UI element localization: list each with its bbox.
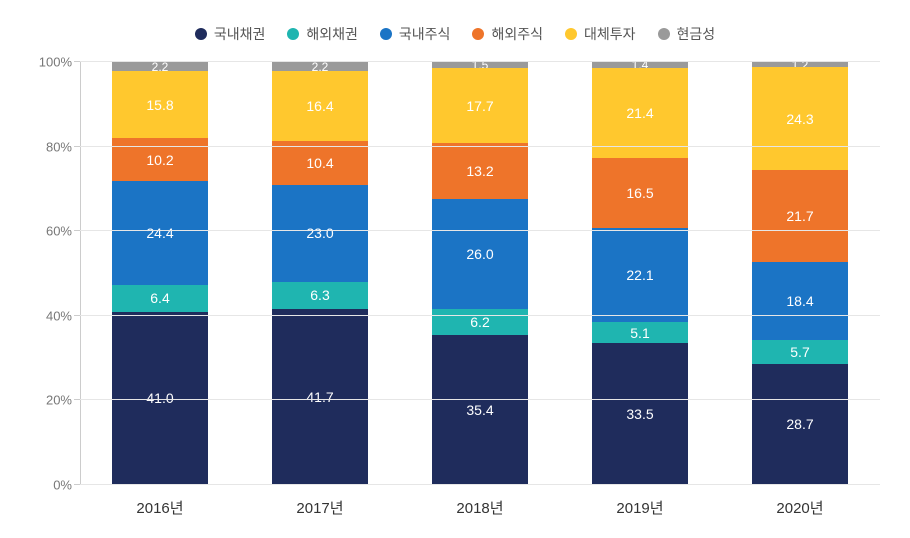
bar-segment-foreign_bond: 6.4 <box>112 285 208 312</box>
legend-label: 국내채권 <box>214 24 266 44</box>
bar-segment-alternative: 17.7 <box>432 68 528 143</box>
bar-segment-foreign_bond: 6.2 <box>432 309 528 335</box>
bar-segment-alternative: 16.4 <box>272 71 368 140</box>
legend-item-foreign-stock: 해외주식 <box>472 24 543 44</box>
bar-segment-alternative: 15.8 <box>112 71 208 138</box>
legend-swatch-icon <box>195 28 207 40</box>
bar-column: 28.75.718.421.724.31.2 <box>752 62 848 485</box>
y-tick-label: 0% <box>53 478 72 493</box>
y-tick-label: 20% <box>46 393 72 408</box>
y-tick-label: 80% <box>46 139 72 154</box>
y-axis: 0%20%40%60%80%100% <box>30 62 80 485</box>
y-tick-label: 60% <box>46 224 72 239</box>
gridline <box>80 315 880 316</box>
x-axis-labels: 2016년 2017년 2018년 2019년 2020년 <box>80 485 880 518</box>
bar-column: 33.55.122.116.521.41.4 <box>592 62 688 485</box>
y-tick-mark <box>74 315 80 316</box>
bar-segment-alternative: 24.3 <box>752 67 848 170</box>
legend-swatch-icon <box>565 28 577 40</box>
legend: 국내채권 해외채권 국내주식 해외주식 대체투자 현금성 <box>30 18 880 62</box>
stacked-bar-chart: 국내채권 해외채권 국내주식 해외주식 대체투자 현금성 0% 20% 40% 60%… <box>30 18 880 518</box>
plot-area: 0%20%40%60%80%100% 41.06.424.410.215.82.… <box>30 62 880 485</box>
y-tick-mark <box>74 399 80 400</box>
bar-segment-cash: 2.2 <box>112 62 208 71</box>
x-axis-label: 2020년 <box>752 497 848 518</box>
x-axis-label: 2019년 <box>592 497 688 518</box>
y-tick-label: 100% <box>39 55 72 70</box>
bars-container: 41.06.424.410.215.82.241.76.323.010.416.… <box>80 62 880 485</box>
bar-segment-domestic_stock: 18.4 <box>752 262 848 340</box>
legend-item-domestic-stock: 국내주식 <box>380 24 451 44</box>
gridline <box>80 399 880 400</box>
grid-area: 41.06.424.410.215.82.241.76.323.010.416.… <box>80 62 880 485</box>
bar-segment-domestic_stock: 22.1 <box>592 228 688 321</box>
legend-label: 대체투자 <box>584 24 636 44</box>
bar-segment-domestic_bond: 41.0 <box>112 312 208 485</box>
bar-segment-domestic_stock: 26.0 <box>432 199 528 309</box>
y-tick-mark <box>74 484 80 485</box>
legend-swatch-icon <box>658 28 670 40</box>
bar-segment-foreign_stock: 13.2 <box>432 143 528 199</box>
x-axis-label: 2017년 <box>272 497 368 518</box>
legend-item-alternative: 대체투자 <box>565 24 636 44</box>
legend-swatch-icon <box>472 28 484 40</box>
legend-item-domestic-bond: 국내채권 <box>195 24 266 44</box>
legend-label: 해외채권 <box>306 24 358 44</box>
bar-segment-foreign_bond: 6.3 <box>272 282 368 309</box>
bar-column: 41.76.323.010.416.42.2 <box>272 62 368 485</box>
x-axis-label: 2016년 <box>112 497 208 518</box>
bar-segment-foreign_stock: 10.4 <box>272 141 368 185</box>
bar-segment-foreign_bond: 5.7 <box>752 340 848 364</box>
bar-segment-domestic_stock: 23.0 <box>272 185 368 282</box>
legend-item-cash: 현금성 <box>658 24 716 44</box>
bar-segment-foreign_stock: 21.7 <box>752 170 848 262</box>
gridline <box>80 146 880 147</box>
bar-segment-domestic_stock: 24.4 <box>112 181 208 284</box>
bar-segment-foreign_stock: 16.5 <box>592 158 688 228</box>
y-tick-mark <box>74 146 80 147</box>
legend-label: 국내주식 <box>399 24 451 44</box>
bar-segment-foreign_bond: 5.1 <box>592 322 688 344</box>
bar-column: 41.06.424.410.215.82.2 <box>112 62 208 485</box>
y-tick-mark <box>74 230 80 231</box>
gridline <box>80 484 880 485</box>
bar-segment-domestic_bond: 41.7 <box>272 309 368 485</box>
bar-segment-domestic_bond: 33.5 <box>592 343 688 485</box>
gridline <box>80 61 880 62</box>
y-tick-mark <box>74 61 80 62</box>
bar-column: 35.46.226.013.217.71.5 <box>432 62 528 485</box>
x-axis-label: 2018년 <box>432 497 528 518</box>
bar-segment-domestic_bond: 35.4 <box>432 335 528 485</box>
bar-segment-domestic_bond: 28.7 <box>752 364 848 485</box>
legend-label: 현금성 <box>677 24 716 44</box>
legend-item-foreign-bond: 해외채권 <box>287 24 358 44</box>
gridline <box>80 230 880 231</box>
y-tick-label: 40% <box>46 308 72 323</box>
legend-swatch-icon <box>380 28 392 40</box>
legend-label: 해외주식 <box>491 24 543 44</box>
bar-segment-cash: 2.2 <box>272 62 368 71</box>
legend-swatch-icon <box>287 28 299 40</box>
